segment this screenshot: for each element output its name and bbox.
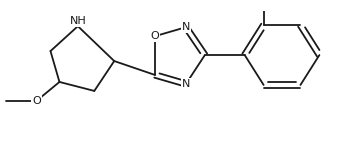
Text: N: N (182, 22, 190, 32)
Text: O: O (151, 31, 159, 41)
Text: N: N (182, 79, 190, 89)
Text: O: O (32, 96, 41, 106)
Text: NH: NH (69, 16, 86, 26)
